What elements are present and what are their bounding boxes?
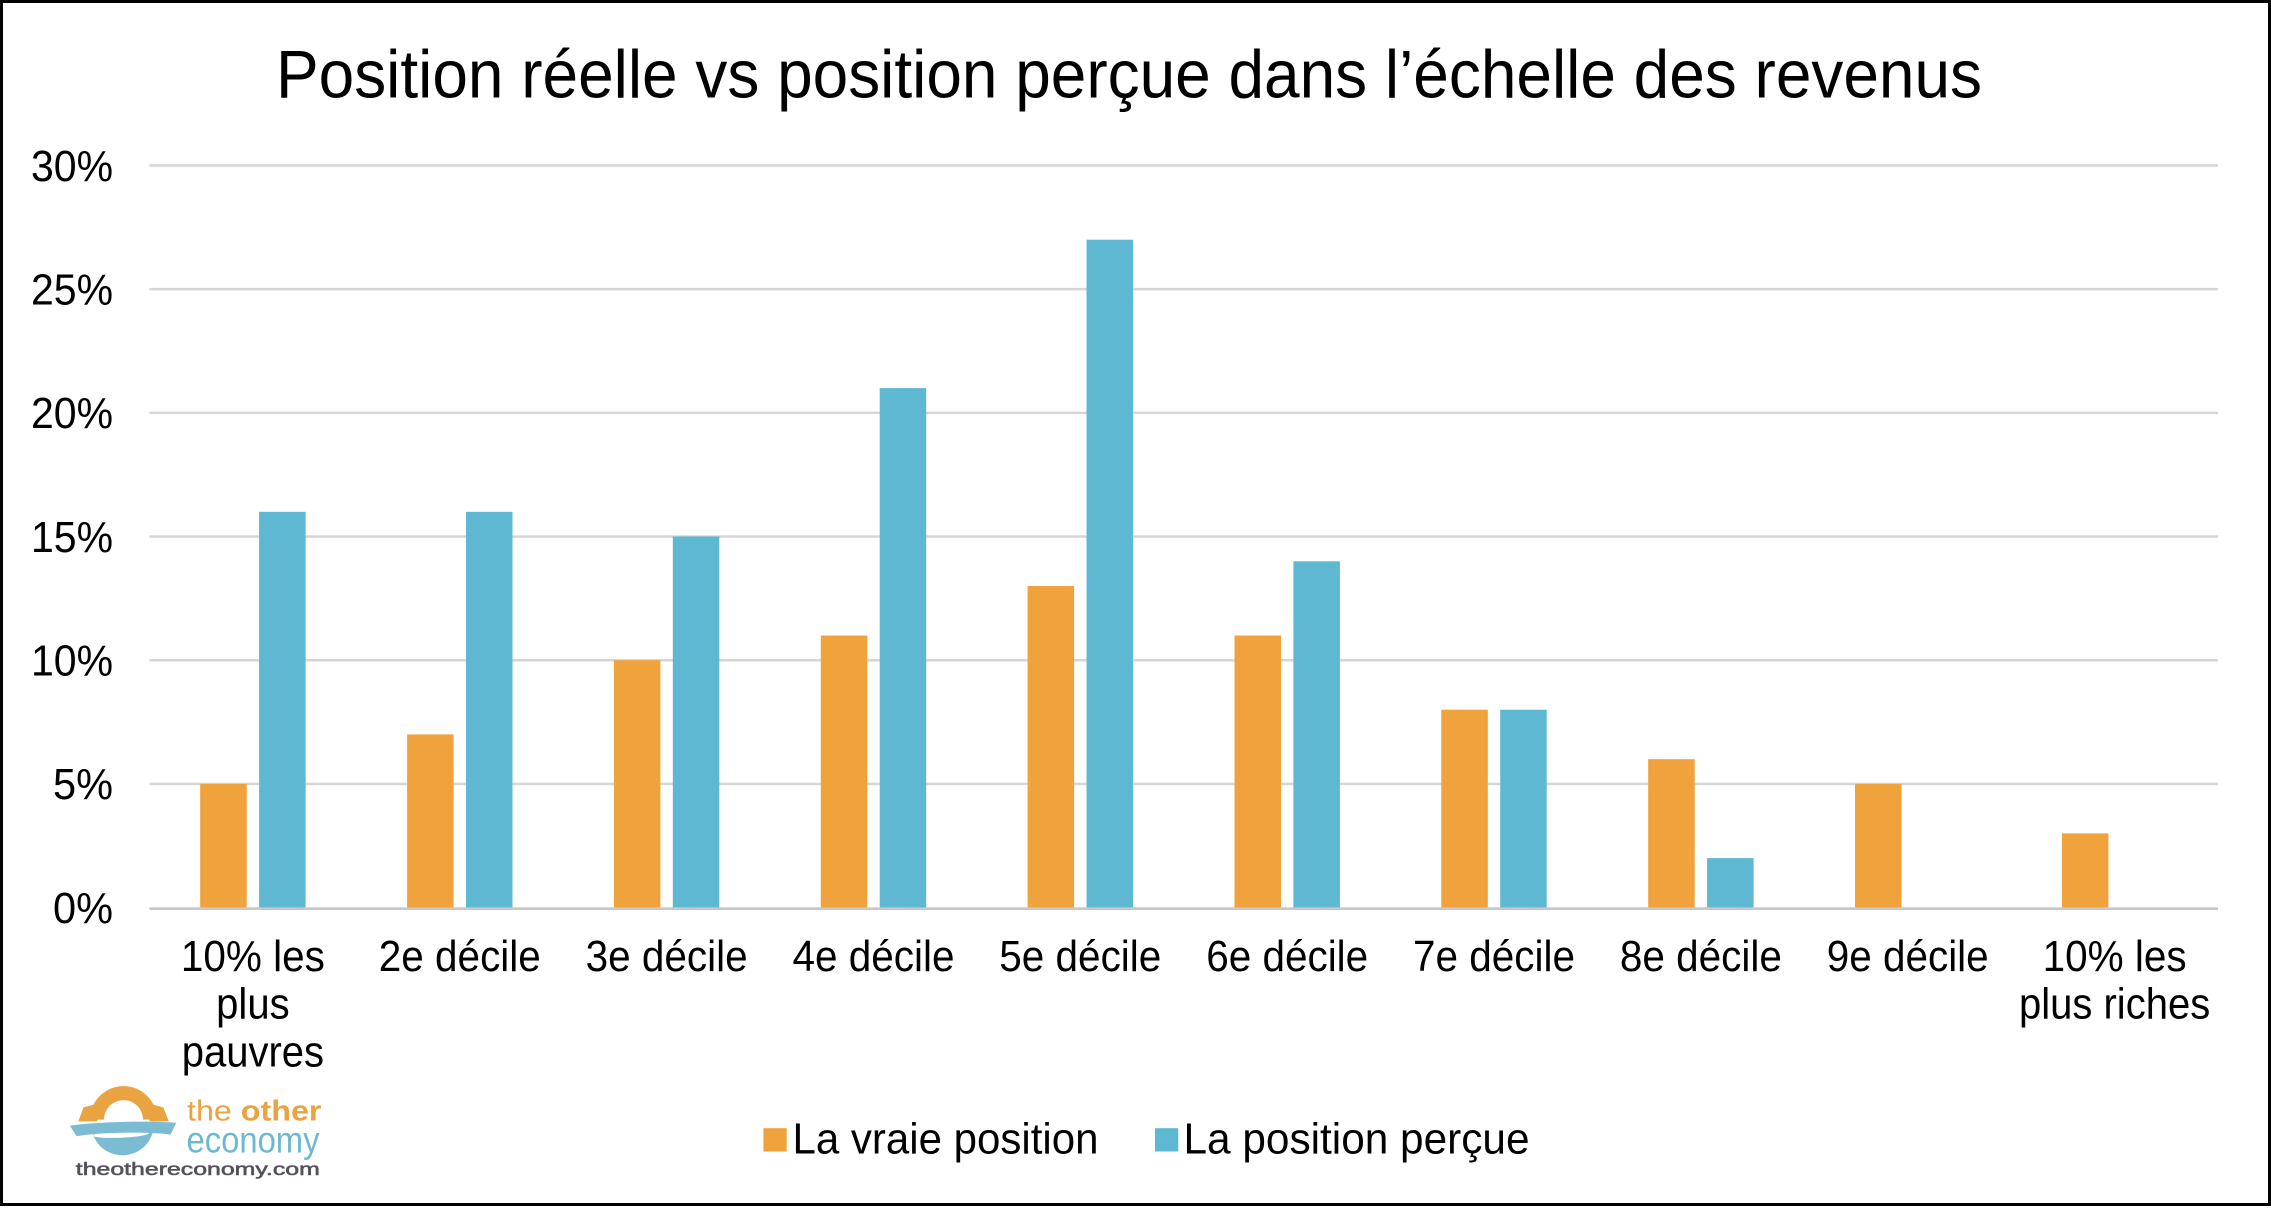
svg-text:plus riches: plus riches bbox=[2019, 981, 2210, 1029]
svg-text:pauvres: pauvres bbox=[182, 1028, 324, 1076]
svg-text:3e décile: 3e décile bbox=[586, 933, 748, 981]
svg-text:4e décile: 4e décile bbox=[793, 933, 955, 981]
svg-text:10% les: 10% les bbox=[181, 933, 325, 981]
svg-text:theothereconomy.com: theothereconomy.com bbox=[76, 1159, 320, 1179]
svg-text:5e décile: 5e décile bbox=[999, 933, 1161, 981]
svg-text:0%: 0% bbox=[53, 885, 113, 933]
svg-text:La position perçue: La position perçue bbox=[1184, 1114, 1530, 1163]
svg-text:6e décile: 6e décile bbox=[1206, 933, 1368, 981]
svg-text:Position réelle vs position pe: Position réelle vs position perçue dans … bbox=[276, 37, 1982, 113]
svg-text:10%: 10% bbox=[31, 638, 113, 686]
svg-text:5%: 5% bbox=[53, 761, 113, 809]
svg-text:25%: 25% bbox=[31, 267, 113, 315]
svg-text:economy: economy bbox=[187, 1120, 320, 1161]
svg-text:plus: plus bbox=[216, 981, 290, 1029]
svg-text:15%: 15% bbox=[31, 514, 113, 562]
svg-text:La vraie position: La vraie position bbox=[793, 1114, 1099, 1163]
svg-text:the other: the other bbox=[187, 1095, 322, 1127]
svg-text:20%: 20% bbox=[31, 390, 113, 438]
svg-text:2e décile: 2e décile bbox=[379, 933, 541, 981]
svg-text:30%: 30% bbox=[31, 143, 113, 191]
svg-text:7e décile: 7e décile bbox=[1413, 933, 1575, 981]
svg-text:8e décile: 8e décile bbox=[1620, 933, 1782, 981]
svg-text:10% les: 10% les bbox=[2043, 933, 2187, 981]
svg-text:9e décile: 9e décile bbox=[1827, 933, 1989, 981]
